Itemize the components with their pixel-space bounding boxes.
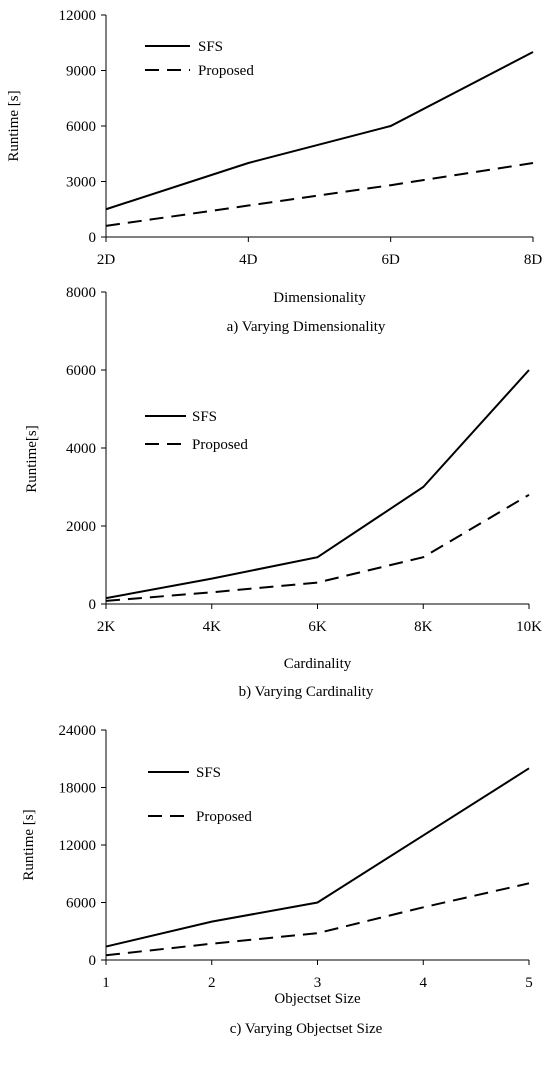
x-tick-label: 2 xyxy=(208,975,216,991)
x-tick-label: 4 xyxy=(420,975,428,991)
y-tick-label: 8000 xyxy=(66,285,96,301)
legend-label-proposed: Proposed xyxy=(196,809,252,825)
y-axis-label: Runtime[s] xyxy=(24,425,40,493)
legend-label-proposed: Proposed xyxy=(192,437,248,453)
x-tick-label: 3 xyxy=(314,975,322,991)
chart-1: 0 3000 6000 9000 12000 2D 4D 6D 8D SFS Proposed Run… xyxy=(6,8,542,335)
y-axis-label: Runtime [s] xyxy=(21,809,37,880)
legend-label-sfs: SFS xyxy=(196,765,221,781)
series-line-proposed xyxy=(105,162,534,227)
x-tick-label: 8D xyxy=(524,252,543,268)
chart-caption: a) Varying Dimensionality xyxy=(227,319,386,335)
x-tick-label: 4K xyxy=(203,619,222,635)
legend-label-sfs: SFS xyxy=(198,39,223,55)
x-tick-label: 5 xyxy=(525,975,533,991)
y-tick-label: 18000 xyxy=(59,781,97,797)
y-tick-label: 24000 xyxy=(59,723,97,739)
series-line-sfs xyxy=(105,369,530,600)
x-tick-label: 6K xyxy=(308,619,327,635)
chart-caption: c) Varying Objectset Size xyxy=(230,1021,383,1037)
x-axis-label: Objectset Size xyxy=(274,991,361,1007)
series-line-sfs xyxy=(105,51,534,211)
series-line-proposed xyxy=(105,493,530,602)
y-tick-label: 12000 xyxy=(59,8,97,24)
x-tick-label: 4D xyxy=(239,252,258,268)
y-tick-label: 2000 xyxy=(66,519,96,535)
y-tick-label: 3000 xyxy=(66,175,96,191)
x-tick-label: 6D xyxy=(381,252,400,268)
chart-caption: b) Varying Cardinality xyxy=(239,684,374,700)
legend-label-proposed: Proposed xyxy=(198,63,254,79)
x-tick-label: 2D xyxy=(97,252,116,268)
x-tick-label: 8K xyxy=(414,619,433,635)
y-tick-label: 9000 xyxy=(66,64,96,80)
y-axis-label: Runtime [s] xyxy=(6,90,22,161)
y-tick-label: 6000 xyxy=(66,119,96,135)
y-tick-label: 6000 xyxy=(66,896,96,912)
x-axis-label: Dimensionality xyxy=(273,290,366,306)
series-line-sfs xyxy=(105,767,530,948)
y-tick-label: 12000 xyxy=(59,838,97,854)
y-tick-label: 6000 xyxy=(66,363,96,379)
y-tick-label: 4000 xyxy=(66,441,96,457)
y-tick-label: 0 xyxy=(89,597,97,613)
series-line-proposed xyxy=(105,882,530,957)
y-tick-label: 0 xyxy=(89,230,97,246)
x-tick-label: 2K xyxy=(97,619,116,635)
x-axis-label: Cardinality xyxy=(284,656,352,672)
x-tick-label: 10K xyxy=(516,619,542,635)
chart-3: 0 6000 12000 18000 24000 1 2 3 4 5 SFS Proposed Runt… xyxy=(21,723,533,1037)
x-tick-label: 1 xyxy=(102,975,110,991)
legend-label-sfs: SFS xyxy=(192,409,217,425)
chart-2: 0 2000 4000 6000 8000 2K 4K 6K 8K 10K SFS Proposed R… xyxy=(24,285,542,700)
y-tick-label: 0 xyxy=(89,953,97,969)
